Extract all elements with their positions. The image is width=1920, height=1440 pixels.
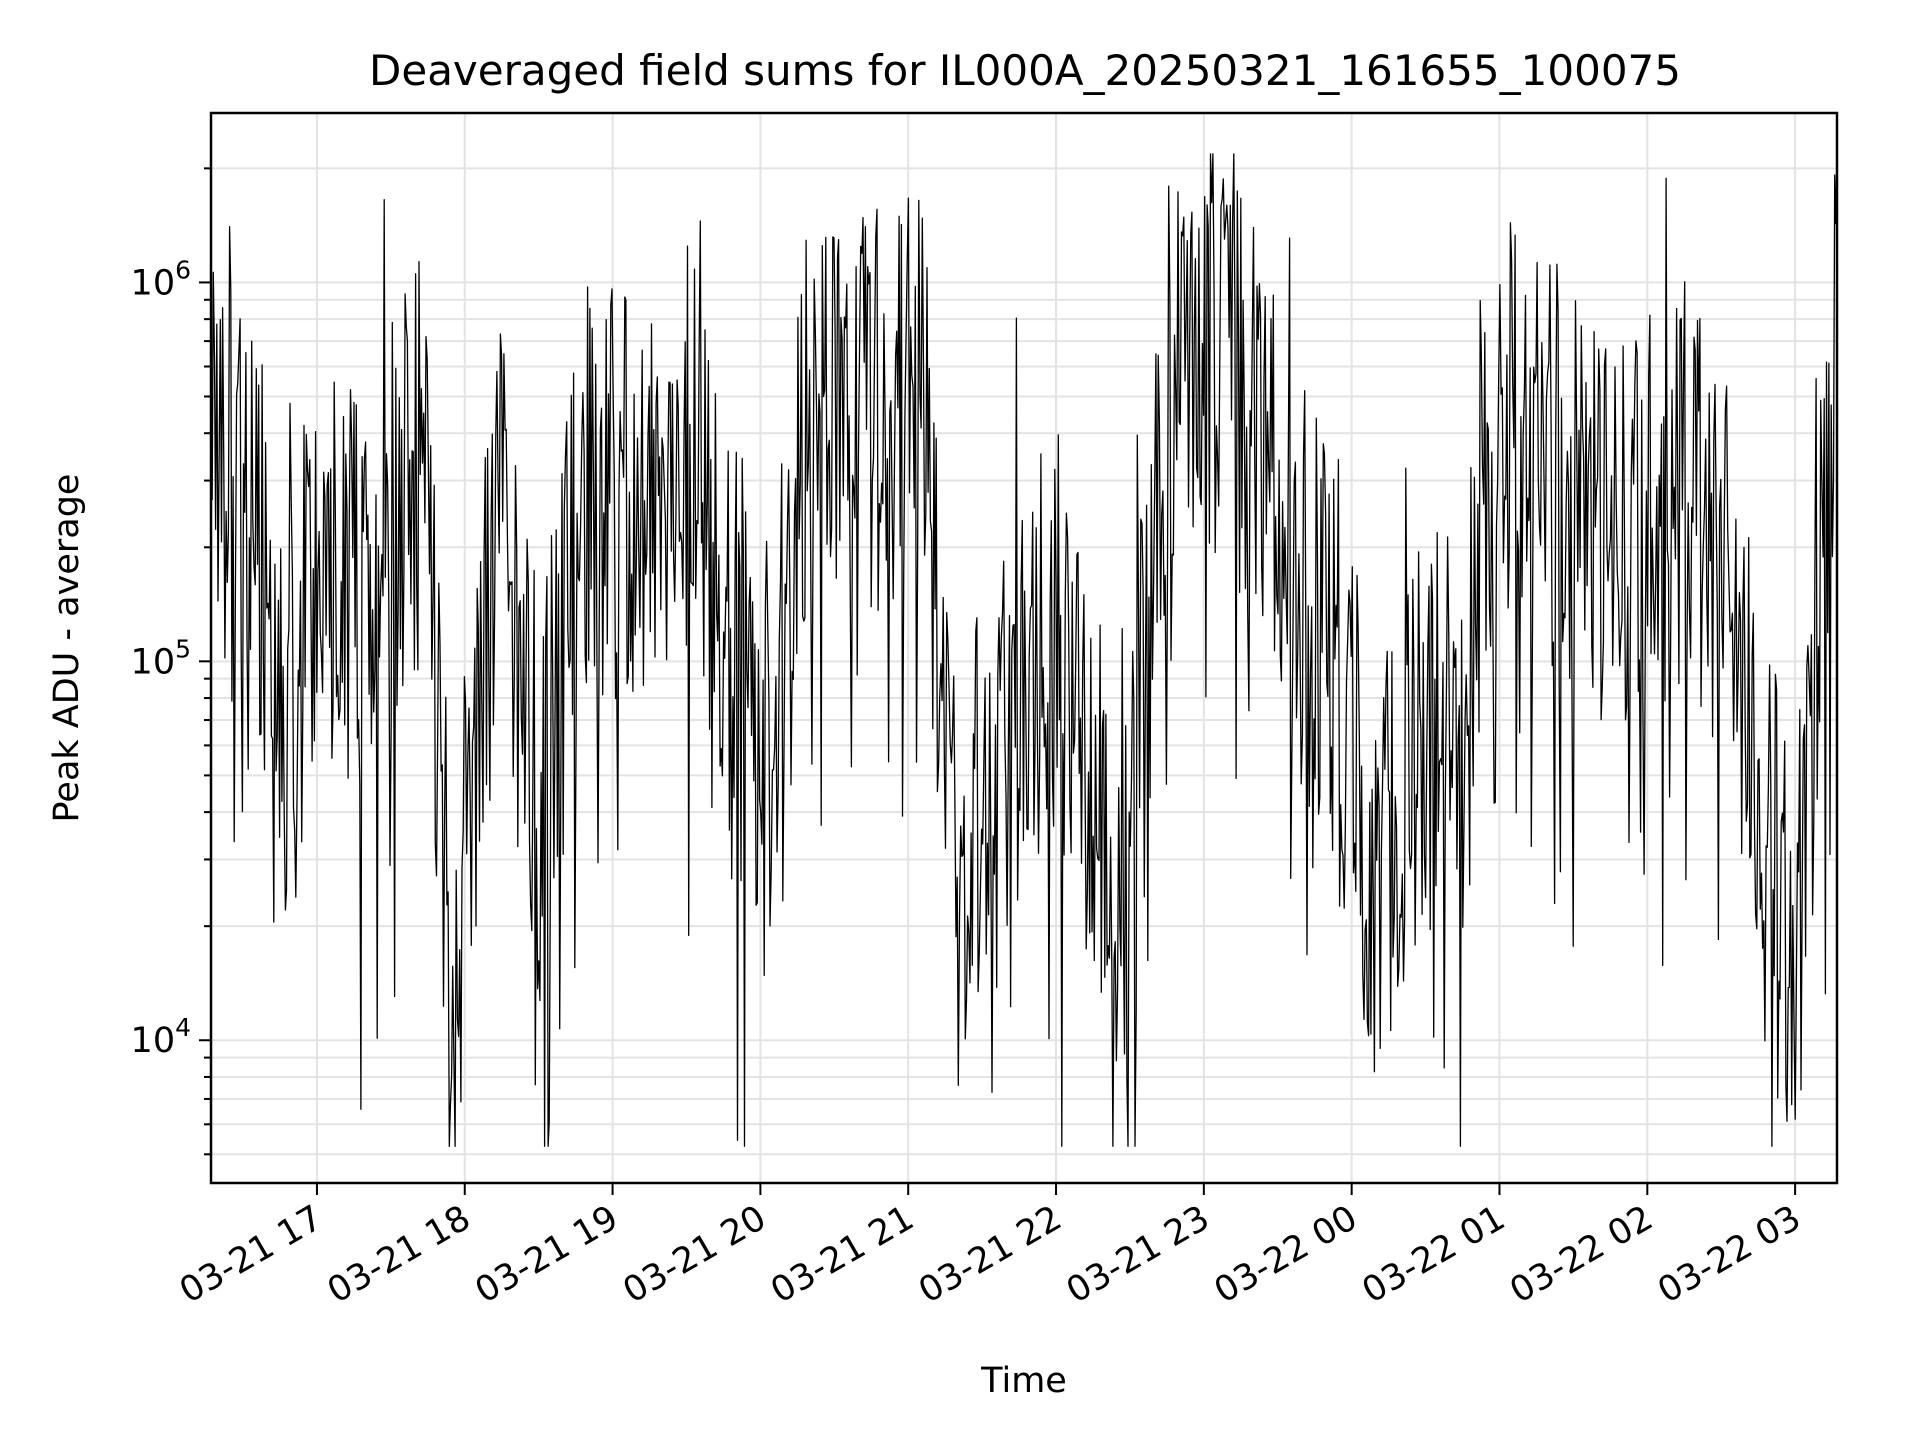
y-tick-label: 106 bbox=[131, 255, 191, 303]
y-axis: 104 105 106 bbox=[131, 167, 211, 1156]
x-tick-label: 03-21 19 bbox=[469, 1198, 625, 1311]
series-line bbox=[210, 153, 1838, 1147]
x-tick-label: 03-21 21 bbox=[764, 1198, 920, 1311]
plot-frame bbox=[209, 111, 1839, 1185]
x-tick-label: 03-21 23 bbox=[1060, 1198, 1216, 1311]
x-tick-label: 03-21 18 bbox=[321, 1198, 477, 1311]
x-tick-label: 03-21 22 bbox=[912, 1198, 1068, 1311]
y-axis-title: Peak ADU - average bbox=[47, 474, 87, 823]
x-tick-label: 03-21 17 bbox=[173, 1198, 329, 1311]
x-tick-label: 03-22 03 bbox=[1651, 1198, 1807, 1311]
x-tick-label: 03-22 02 bbox=[1504, 1198, 1660, 1311]
x-axis-title: Time bbox=[980, 1361, 1067, 1401]
chart-title: Deaveraged field sums for IL000A_2025032… bbox=[369, 46, 1681, 95]
x-tick-label: 03-21 20 bbox=[617, 1198, 773, 1311]
series-layer bbox=[210, 153, 1838, 1147]
x-tick-label: 03-22 01 bbox=[1356, 1198, 1512, 1311]
y-tick-label: 105 bbox=[131, 634, 191, 682]
y-tick-label: 104 bbox=[131, 1013, 191, 1061]
x-tick-label: 03-22 00 bbox=[1208, 1198, 1364, 1311]
